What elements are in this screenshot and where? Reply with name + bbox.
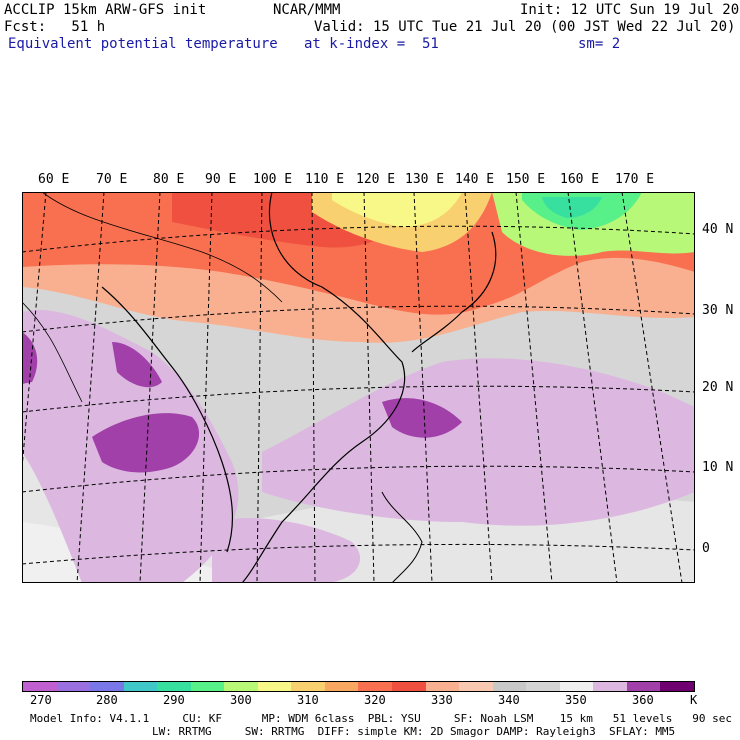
country-border-west [22, 301, 83, 403]
lat-label-0: 0 [702, 541, 710, 556]
map-frame [22, 192, 695, 583]
lat-label-40n: 40 N [702, 222, 734, 237]
colorbar [22, 681, 695, 692]
lon-label-140e: 140 E [455, 172, 495, 187]
lon-label-150e: 150 E [506, 172, 546, 187]
colorbar-swatch [459, 682, 493, 691]
colorbar-swatch [526, 682, 560, 691]
colorbar-swatch [559, 682, 594, 691]
colorbar-swatch [190, 682, 225, 691]
lon-label-170e: 170 E [615, 172, 655, 187]
lon-label-70e: 70 E [96, 172, 128, 187]
theta-e-map [22, 192, 695, 583]
colorbar-unit: K [690, 693, 698, 707]
smoothing-label: sm= 2 [578, 36, 621, 52]
colorbar-swatch [157, 682, 191, 691]
lon-label-130e: 130 E [405, 172, 445, 187]
colorbar-swatch [257, 682, 292, 691]
init-time: Init: 12 UTC Sun 19 Jul 20 [520, 2, 740, 18]
darkpurple-philippine-sea [382, 398, 462, 438]
lon-label-90e: 90 E [205, 172, 237, 187]
colorbar-swatch [291, 682, 325, 691]
colorbar-tick-360: 360 [632, 693, 654, 707]
lon-line-80e [139, 192, 161, 583]
colorbar-tick-280: 280 [96, 693, 118, 707]
east-asia-coastline [241, 192, 406, 583]
lon-line-70e [76, 192, 105, 583]
lon-line-130e [413, 192, 433, 583]
colorbar-tick-340: 340 [498, 693, 520, 707]
lon-line-120e [363, 192, 375, 583]
philippines-coastline [381, 491, 423, 583]
colorbar-swatch [324, 682, 359, 691]
lon-label-80e: 80 E [153, 172, 185, 187]
colorbar-tick-290: 290 [163, 693, 185, 707]
darkpurple-arabian-sea [22, 332, 38, 384]
japan-coastline [411, 231, 497, 353]
lon-line-170e [621, 192, 683, 583]
field-name: Equivalent potential temperature [8, 36, 278, 52]
model-info-line2: LW: RRTMG SW: RRTMG DIFF: simple KM: 2D … [152, 725, 676, 738]
country-border [41, 192, 283, 303]
lon-label-160e: 160 E [560, 172, 600, 187]
lon-line-100e [256, 192, 263, 583]
colorbar-swatch [593, 682, 627, 691]
lon-line-140e [464, 192, 493, 583]
lightpurple-region-pacific [262, 358, 695, 526]
valid-time: Valid: 15 UTC Tue 21 Jul 20 (00 JST Wed … [314, 19, 736, 35]
lon-label-120e: 120 E [356, 172, 396, 187]
south-asia-coastline [101, 286, 234, 553]
colorbar-swatch [660, 682, 694, 691]
colorbar-swatch [425, 682, 460, 691]
lat-line-10n [22, 465, 695, 493]
lon-label-60e: 60 E [38, 172, 70, 187]
colorbar-tick-350: 350 [565, 693, 587, 707]
colorbar-tick-310: 310 [297, 693, 319, 707]
level-label: at k-index = 51 [304, 36, 439, 52]
colorbar-swatch [492, 682, 527, 691]
lon-line-110e [311, 192, 316, 583]
colorbar-swatch [56, 682, 91, 691]
lat-line-30n [22, 305, 695, 333]
lat-label-20n: 20 N [702, 380, 734, 395]
institution-label: NCAR/MMM [273, 2, 341, 18]
colorbar-swatch [392, 682, 426, 691]
lat-line-0 [22, 543, 695, 565]
forecast-hour: Fcst: 51 h [4, 19, 106, 35]
lon-line-160e [567, 192, 618, 583]
darkpurple-monsoon-trough [112, 342, 162, 388]
model-info-line1: Model Info: V4.1.1 CU: KF MP: WDM 6class… [30, 712, 732, 725]
darkpurple-bay-of-bengal [92, 413, 200, 473]
model-title: ACCLIP 15km ARW-GFS init [4, 2, 207, 18]
lat-label-30n: 30 N [702, 303, 734, 318]
colorbar-swatch [90, 682, 124, 691]
lon-label-110e: 110 E [305, 172, 345, 187]
colorbar-tick-270: 270 [30, 693, 52, 707]
colorbar-swatch [23, 682, 57, 691]
lat-label-10n: 10 N [702, 460, 734, 475]
lat-line-20n [22, 385, 695, 413]
colorbar-tick-300: 300 [230, 693, 252, 707]
colorbar-swatch [358, 682, 393, 691]
colorbar-tick-330: 330 [431, 693, 453, 707]
teal-core [542, 197, 602, 218]
colorbar-swatch [224, 682, 258, 691]
lon-line-150e [515, 192, 553, 583]
lon-line-60e [22, 192, 47, 474]
lon-line-90e [199, 192, 213, 583]
colorbar-swatch [123, 682, 158, 691]
lon-label-100e: 100 E [253, 172, 293, 187]
lightpurple-region-south [212, 518, 361, 583]
colorbar-swatch [626, 682, 661, 691]
colorbar-tick-320: 320 [364, 693, 386, 707]
lat-line-40n [22, 225, 695, 253]
